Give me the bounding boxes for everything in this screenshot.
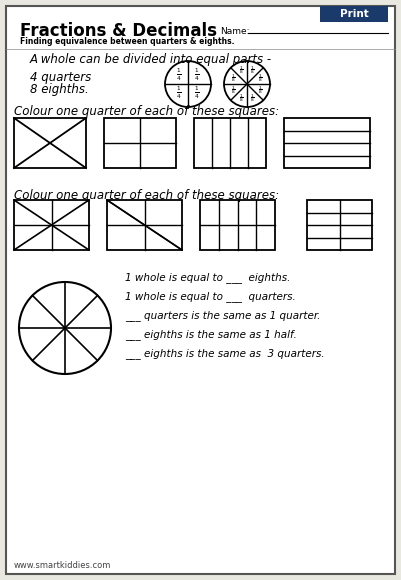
Text: ___ eighths is the same as 1 half.: ___ eighths is the same as 1 half. (125, 329, 297, 340)
Text: $\frac{1}{8}$: $\frac{1}{8}$ (239, 64, 244, 76)
FancyBboxPatch shape (320, 6, 388, 22)
Text: 4 quarters: 4 quarters (30, 71, 91, 84)
FancyBboxPatch shape (6, 6, 395, 574)
Text: 8 eighths.: 8 eighths. (30, 84, 89, 96)
Text: ___ eighths is the same as  3 quarters.: ___ eighths is the same as 3 quarters. (125, 349, 325, 360)
Bar (107, 200, 182, 250)
Text: $\frac{1}{8}$: $\frac{1}{8}$ (239, 92, 244, 104)
Bar (14, 200, 89, 250)
Bar (200, 200, 275, 250)
Text: $\frac{1}{8}$: $\frac{1}{8}$ (259, 72, 263, 84)
Text: $\frac{1}{4}$: $\frac{1}{4}$ (194, 85, 200, 101)
Bar (307, 200, 372, 250)
Text: $\frac{1}{8}$: $\frac{1}{8}$ (250, 64, 255, 76)
Text: A whole can be divided into equal parts -: A whole can be divided into equal parts … (30, 53, 272, 66)
Text: $\frac{1}{4}$: $\frac{1}{4}$ (194, 67, 200, 83)
Text: Fractions & Decimals: Fractions & Decimals (20, 22, 217, 40)
Text: $\frac{1}{8}$: $\frac{1}{8}$ (259, 84, 263, 96)
Text: Colour one quarter of each of these squares:: Colour one quarter of each of these squa… (14, 188, 279, 201)
Text: $\frac{1}{8}$: $\frac{1}{8}$ (250, 92, 255, 104)
Bar (104, 118, 176, 168)
Bar (14, 118, 86, 168)
Text: ___ quarters is the same as 1 quarter.: ___ quarters is the same as 1 quarter. (125, 310, 320, 321)
Text: $\frac{1}{8}$: $\frac{1}{8}$ (231, 84, 235, 96)
Bar (194, 118, 266, 168)
Text: $\frac{1}{4}$: $\frac{1}{4}$ (176, 85, 182, 101)
Text: $\frac{1}{4}$: $\frac{1}{4}$ (176, 67, 182, 83)
Text: Print: Print (340, 9, 369, 19)
Text: $\frac{1}{8}$: $\frac{1}{8}$ (231, 72, 235, 84)
Text: Colour one quarter of each of these squares:: Colour one quarter of each of these squa… (14, 104, 279, 118)
Text: 1 whole is equal to ___  quarters.: 1 whole is equal to ___ quarters. (125, 292, 296, 302)
Bar (284, 118, 370, 168)
Text: Name:: Name: (220, 27, 249, 35)
Text: 1 whole is equal to ___  eighths.: 1 whole is equal to ___ eighths. (125, 273, 290, 284)
Text: www.smartkiddies.com: www.smartkiddies.com (14, 561, 111, 571)
Text: Finding equivalence between quarters & eighths.: Finding equivalence between quarters & e… (20, 38, 235, 46)
